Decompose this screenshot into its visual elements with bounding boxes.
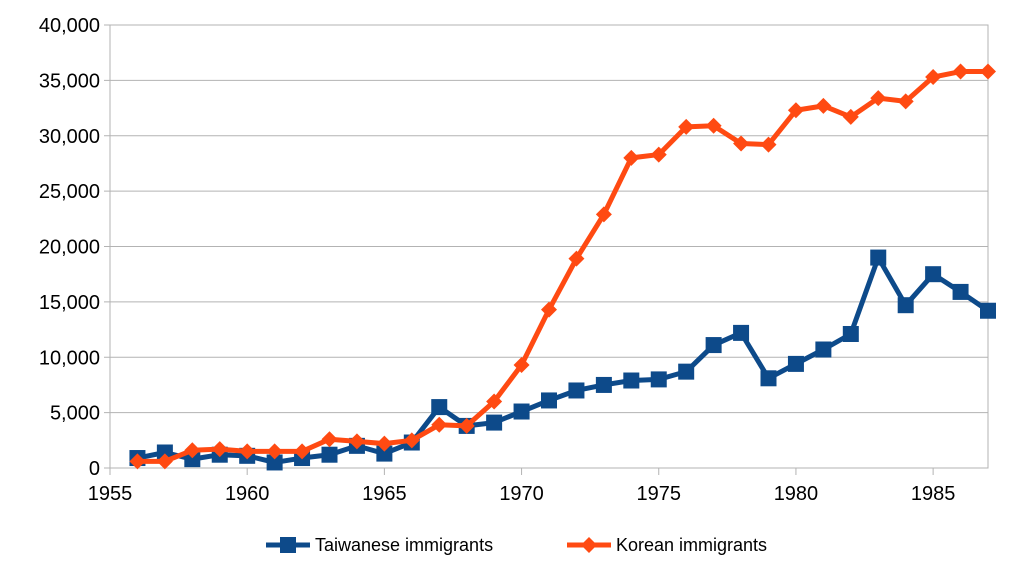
data-point: [294, 443, 311, 460]
x-tick-label: 1955: [88, 483, 133, 505]
x-tick-label: 1985: [911, 483, 956, 505]
data-point: [650, 371, 667, 388]
data-point: [321, 446, 338, 463]
data-point: [705, 117, 722, 134]
y-tick-label: 40,000: [39, 15, 100, 37]
data-point: [815, 341, 832, 358]
data-point: [184, 451, 201, 468]
data-point: [513, 403, 530, 420]
data-point: [815, 97, 832, 114]
data-point: [952, 63, 969, 80]
data-point: [842, 325, 859, 342]
y-tick-label: 10,000: [39, 347, 100, 369]
data-point: [733, 324, 750, 341]
x-tick-label: 1980: [774, 483, 819, 505]
data-point: [266, 443, 283, 460]
data-point: [348, 433, 365, 450]
y-tick-label: 20,000: [39, 237, 100, 259]
data-point: [458, 417, 475, 434]
y-tick-label: 25,000: [39, 181, 100, 203]
data-point: [376, 435, 393, 452]
data-point: [595, 206, 612, 223]
data-point: [595, 376, 612, 393]
data-point: [239, 443, 256, 460]
series-line: [137, 69, 988, 464]
data-point: [486, 414, 503, 431]
data-point: [266, 454, 283, 471]
data-point: [321, 431, 338, 448]
legend-label: Korean immigrants: [616, 535, 767, 555]
data-point: [403, 432, 420, 449]
data-point: [980, 302, 996, 319]
y-tick-label: 5,000: [50, 403, 100, 425]
data-point: [678, 118, 695, 135]
legend-swatch-marker: [581, 537, 597, 553]
data-point: [705, 337, 722, 354]
data-point: [568, 382, 585, 399]
y-tick-label: 30,000: [39, 126, 100, 148]
series-layer: [129, 63, 996, 471]
data-point: [842, 108, 859, 125]
data-point: [156, 444, 173, 461]
data-point: [486, 393, 503, 410]
data-point: [513, 357, 530, 374]
x-tick-label: 1970: [499, 483, 544, 505]
y-axis-ticks: 0 5,000 10,000 15,000 20,000 25,000 30,000 35,0…: [39, 15, 110, 480]
data-point: [760, 136, 777, 153]
data-point: [431, 416, 448, 433]
data-point: [897, 93, 914, 110]
data-point: [760, 370, 777, 387]
data-point: [184, 442, 201, 459]
data-point: [678, 363, 695, 380]
legend-label: Taiwanese immigrants: [315, 535, 493, 555]
x-tick-label: 1960: [225, 483, 270, 505]
data-point: [733, 135, 750, 152]
data-point: [568, 250, 585, 267]
legend: Taiwanese immigrants Korean immigrants: [266, 535, 767, 555]
data-point: [925, 266, 942, 283]
data-point: [129, 453, 146, 470]
data-point: [897, 297, 914, 314]
data-point: [925, 69, 942, 86]
data-point: [952, 283, 969, 300]
data-point: [787, 355, 804, 372]
data-point: [431, 399, 448, 416]
x-tick-label: 1975: [637, 483, 682, 505]
data-point: [623, 372, 640, 389]
data-point: [541, 301, 557, 318]
grid-lines: [110, 24, 988, 414]
data-point: [376, 445, 393, 462]
y-tick-label: 15,000: [39, 292, 100, 314]
y-tick-label: 35,000: [39, 70, 100, 92]
x-tick-label: 1965: [362, 483, 407, 505]
data-point: [870, 90, 887, 107]
data-point: [211, 441, 228, 458]
legend-item: Taiwanese immigrants: [266, 535, 493, 555]
data-point: [787, 102, 804, 119]
data-point: [980, 63, 996, 80]
data-point: [541, 392, 557, 409]
y-tick-label: 0: [89, 458, 100, 480]
data-point: [870, 249, 887, 266]
x-axis-ticks: 1955 1960 1965 1970 1975 1980 1985: [88, 467, 988, 505]
data-point: [156, 453, 173, 470]
data-point: [623, 149, 640, 166]
series-korean: [129, 63, 996, 470]
data-point: [650, 146, 667, 163]
legend-swatch-marker: [280, 537, 296, 553]
legend-item: Korean immigrants: [567, 535, 767, 555]
